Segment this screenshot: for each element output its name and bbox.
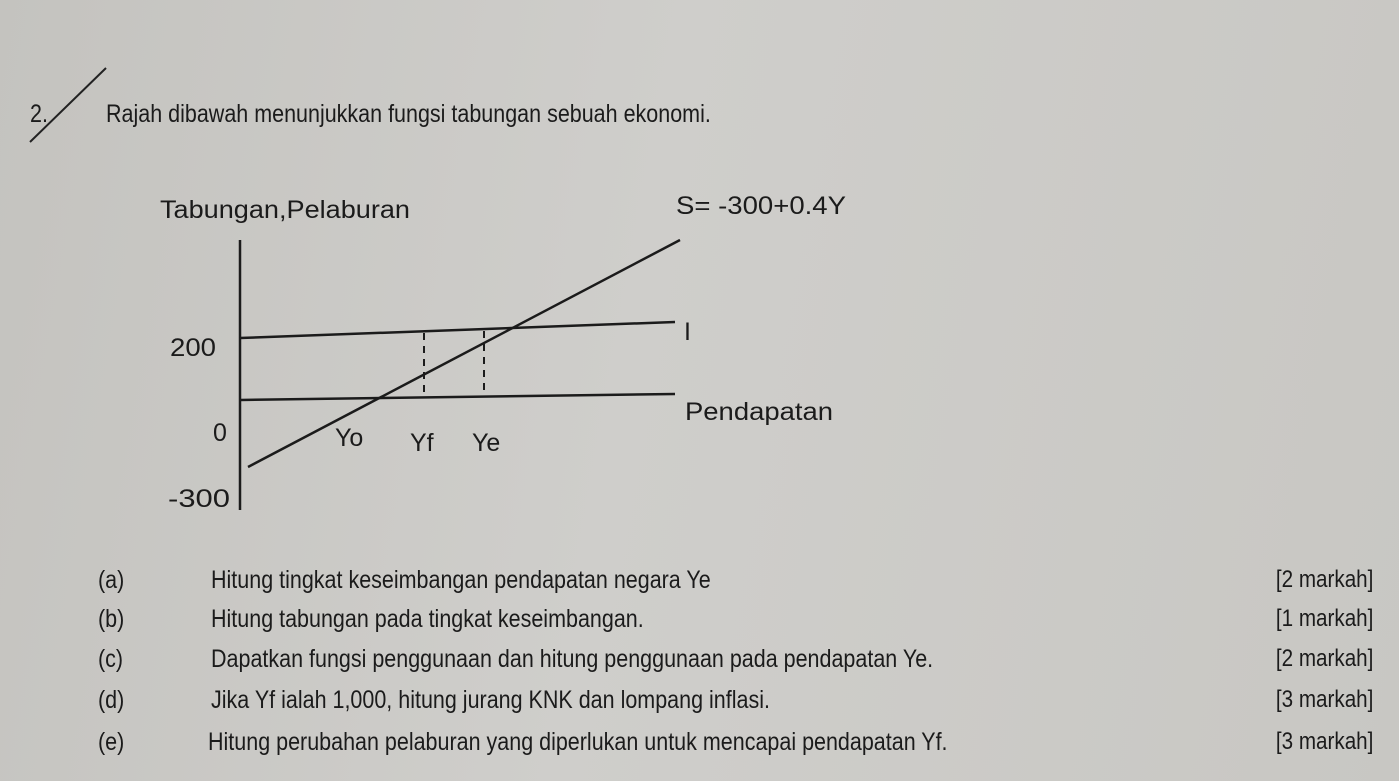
part-e-marks: [3 markah] (1275, 728, 1373, 755)
question-number: 2. (30, 100, 48, 128)
part-d-label: (d) (98, 686, 125, 714)
part-c-label: (c) (98, 645, 124, 673)
part-a-marks: [2 markah] (1275, 566, 1373, 593)
x-axis-label: Pendapatan (685, 398, 833, 426)
part-e-label: (e) (98, 728, 125, 756)
yf-label: Yf (410, 429, 434, 457)
saving-function-label: S= -300+0.4Y (676, 192, 846, 220)
part-c-marks: [2 markah] (1275, 645, 1373, 672)
y-axis-label: Tabungan,Pelaburan (160, 196, 410, 224)
part-c-text: Dapatkan fungsi penggunaan dan hitung pe… (211, 645, 934, 673)
part-b-text: Hitung tabungan pada tingkat keseimbanga… (211, 605, 644, 633)
y-tick-0: 0 (213, 419, 227, 447)
part-b-label: (b) (98, 605, 125, 633)
part-e-text: Hitung perubahan pelaburan yang diperluk… (208, 728, 948, 756)
part-d-marks: [3 markah] (1275, 686, 1373, 713)
part-b-marks: [1 markah] (1275, 605, 1373, 632)
investment-label: I (684, 318, 691, 346)
income-axis-line (239, 392, 676, 402)
question-intro: Rajah dibawah menunjukkan fungsi tabunga… (106, 100, 711, 128)
ye-label: Ye (472, 429, 500, 457)
part-d-text: Jika Yf ialah 1,000, hitung jurang KNK d… (211, 686, 770, 714)
part-a-label: (a) (98, 566, 125, 594)
part-a-text: Hitung tingkat keseimbangan pendapatan n… (211, 566, 711, 594)
saving-function-line (247, 238, 681, 469)
yo-label: Yo (335, 424, 363, 452)
pen-slash-mark (29, 67, 107, 143)
investment-line (239, 320, 676, 340)
y-tick-200: 200 (170, 334, 216, 362)
y-tick-minus-300: -300 (168, 485, 230, 513)
